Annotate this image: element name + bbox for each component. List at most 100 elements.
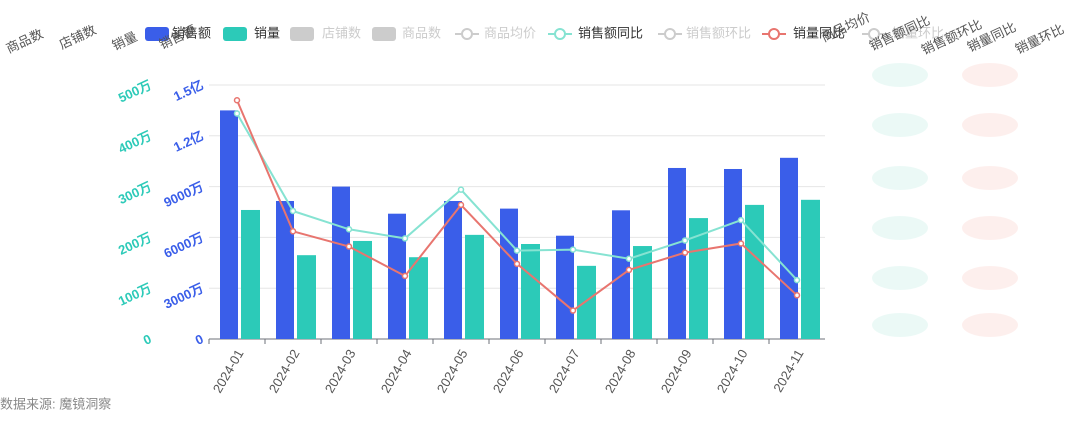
legend-icon xyxy=(290,27,314,41)
x-tick-label: 2024-06 xyxy=(490,347,527,396)
line-point xyxy=(681,237,689,244)
bar xyxy=(465,234,484,339)
y3-tick-label: 400万 xyxy=(116,128,154,156)
legend-item[interactable]: 销量环比 xyxy=(862,25,944,40)
x-tick-label: 2024-09 xyxy=(658,347,695,396)
line-point xyxy=(233,110,241,117)
line-point xyxy=(737,240,745,247)
x-tick-label: 2024-07 xyxy=(546,347,583,396)
line-point xyxy=(569,307,577,314)
bar xyxy=(577,265,596,339)
legend-icon xyxy=(768,28,780,40)
legend-item[interactable]: 销量 xyxy=(223,25,280,41)
y-tick-label: 6000万 xyxy=(161,230,205,261)
line-point xyxy=(625,266,633,274)
y3-tick-label: 0 xyxy=(141,331,154,348)
bar xyxy=(521,244,540,339)
legend-item[interactable]: 店铺数 xyxy=(290,25,361,41)
bar xyxy=(444,200,462,339)
x-tick-label: 2024-11 xyxy=(770,347,806,395)
y-tick-label: 9000万 xyxy=(161,179,205,210)
line-point xyxy=(513,260,521,268)
y-tick-label: 3000万 xyxy=(161,280,205,311)
bar xyxy=(780,157,798,339)
bar xyxy=(332,186,350,339)
axis-name: 销量 xyxy=(110,29,140,54)
line-point xyxy=(457,186,465,193)
legend-label: 销售额环比 xyxy=(686,25,751,40)
axis-name: 商品数 xyxy=(4,26,46,56)
x-tick-label: 2024-04 xyxy=(378,347,415,396)
bar xyxy=(668,167,686,339)
bar xyxy=(388,213,406,339)
line-point xyxy=(233,96,241,104)
line-point xyxy=(793,292,801,299)
x-tick-label: 2024-01 xyxy=(210,347,247,396)
bar xyxy=(500,208,518,339)
blur-decor xyxy=(872,63,1018,337)
legend-icon xyxy=(461,28,473,40)
line-point xyxy=(401,235,409,242)
y-tick-label: 1.5亿 xyxy=(171,77,206,104)
legend-label: 销售额 xyxy=(172,25,211,40)
legend-item[interactable]: 商品数 xyxy=(372,25,441,41)
line-point xyxy=(345,243,353,250)
legend-label: 销量环比 xyxy=(892,25,944,40)
y3-tick-label: 500万 xyxy=(116,77,154,105)
bar xyxy=(801,199,820,339)
legend-label: 销量 xyxy=(254,25,280,40)
legend-icon xyxy=(868,28,880,40)
legend-icon xyxy=(664,28,676,40)
line-point xyxy=(457,201,465,209)
bar xyxy=(220,110,238,340)
axis-name: 销量环比 xyxy=(1013,21,1066,57)
y-tick-label: 1.2亿 xyxy=(171,128,206,155)
source: 数据来源: 魔镜洞察 xyxy=(0,396,111,411)
line-point xyxy=(289,207,297,215)
legend-label: 商品数 xyxy=(402,25,441,40)
legend-item[interactable]: 销售额环比 xyxy=(658,25,751,40)
bar xyxy=(276,200,294,339)
line-point xyxy=(681,249,689,256)
bar xyxy=(556,235,574,339)
legend-item[interactable]: 销售额 xyxy=(145,25,211,41)
legend-label: 店铺数 xyxy=(322,25,361,40)
legend-label: 商品均价 xyxy=(484,25,536,40)
bar xyxy=(409,257,428,339)
bar xyxy=(724,168,742,339)
line-point xyxy=(401,272,409,280)
axis-name: 商品均价 xyxy=(819,9,872,45)
bar xyxy=(745,204,764,339)
x-tick-label: 2024-08 xyxy=(602,347,639,396)
line-point xyxy=(625,255,633,262)
legend-label: 销售额同比 xyxy=(578,25,643,40)
legend-icon xyxy=(554,28,566,40)
legend-icon xyxy=(145,27,169,41)
x-tick-label: 2024-03 xyxy=(322,347,359,396)
y3-tick-label: 300万 xyxy=(116,179,154,207)
x-tick-label: 2024-05 xyxy=(434,347,471,396)
bar xyxy=(241,209,260,339)
bar xyxy=(353,240,372,339)
x-tick-label: 2024-10 xyxy=(714,347,751,396)
bar xyxy=(633,246,652,339)
line-point xyxy=(345,226,353,233)
legend-item[interactable]: 商品均价 xyxy=(455,25,536,40)
bar xyxy=(689,218,708,339)
axis-name: 店铺数 xyxy=(57,22,99,52)
legend-item[interactable]: 销售额同比 xyxy=(548,25,643,40)
line-point xyxy=(513,247,521,254)
y3-tick-label: 200万 xyxy=(116,230,154,258)
line-point xyxy=(289,228,297,235)
x-tick-label: 2024-02 xyxy=(266,347,303,396)
legend-icon xyxy=(223,27,247,41)
legend-item[interactable]: 销量同比 xyxy=(762,25,845,40)
legend-icon xyxy=(372,27,396,41)
line-point xyxy=(737,216,745,224)
y3-tick-label: 100万 xyxy=(116,280,154,308)
y-tick-label: 0 xyxy=(193,331,206,348)
line-point xyxy=(569,246,577,253)
bar xyxy=(297,255,316,339)
line-point xyxy=(793,276,801,284)
